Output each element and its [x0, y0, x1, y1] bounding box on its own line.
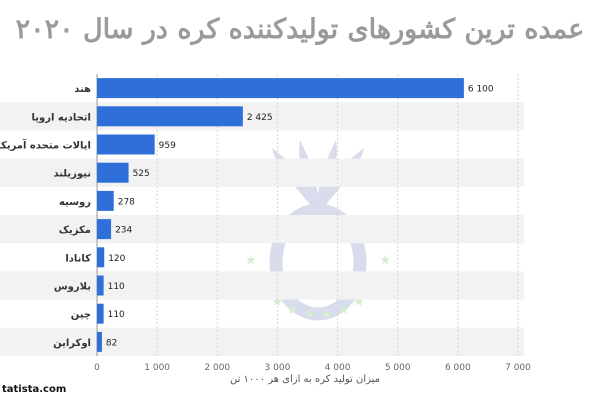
row-band [0, 158, 524, 187]
bar-value-label: 959 [159, 141, 176, 151]
row-band [0, 327, 524, 356]
source-credit: tatista.com [2, 384, 67, 395]
x-tick-label: 0 [94, 363, 100, 373]
bar [97, 78, 464, 99]
row-band [0, 215, 524, 244]
star-icon [322, 309, 332, 319]
row-band [0, 102, 524, 131]
category-label: کانادا [65, 253, 91, 264]
bar-value-label: 525 [133, 169, 150, 179]
bar-value-label: 234 [115, 226, 132, 236]
bar-value-label: 2 425 [247, 113, 273, 123]
x-tick-label: 6 000 [445, 363, 471, 373]
category-label: هند [74, 84, 91, 95]
category-label: نیوزیلند [53, 169, 91, 180]
x-tick-label: 7 000 [505, 363, 531, 373]
bar-value-label: 278 [118, 197, 135, 207]
x-tick-label: 2 000 [204, 363, 230, 373]
bar [97, 134, 155, 155]
bar-value-label: 110 [108, 310, 125, 320]
bar [97, 303, 104, 324]
chart-title: عمده ترین کشورهای تولیدکننده کره در سال … [15, 14, 585, 45]
bar [97, 190, 114, 211]
bar [97, 275, 104, 296]
bar-value-label: 110 [108, 282, 125, 292]
category-label: اوکراین [53, 338, 91, 349]
x-tick-label: 1 000 [144, 363, 170, 373]
bar [97, 162, 129, 183]
bar [97, 331, 102, 352]
category-label: روسیه [59, 197, 91, 208]
bar [97, 219, 112, 240]
category-label: مکزیک [59, 225, 91, 236]
x-axis-label: میزان تولید کره به ازای هر ۱۰۰۰ تن [230, 374, 380, 385]
category-label: اتحادیه اروپا [32, 112, 92, 123]
star-icon [338, 304, 349, 314]
x-tick-label: 3 000 [265, 363, 291, 373]
bar-value-label: 82 [106, 338, 117, 348]
category-label: ایالات متحده آمریکا [0, 139, 91, 152]
bar-value-label: 6 100 [468, 85, 494, 95]
star-icon [246, 255, 256, 265]
x-tick-label: 4 000 [325, 363, 351, 373]
bar-value-label: 120 [108, 254, 125, 264]
row-band [0, 271, 524, 300]
star-icon [272, 296, 282, 306]
star-icon [380, 255, 390, 265]
category-label: بلاروس [54, 282, 91, 293]
category-label: چین [71, 310, 91, 321]
star-icon [354, 296, 364, 306]
bar [97, 106, 243, 127]
star-icon [287, 304, 298, 314]
x-tick-label: 5 000 [385, 363, 411, 373]
star-icon [304, 309, 314, 319]
bar [97, 247, 105, 268]
